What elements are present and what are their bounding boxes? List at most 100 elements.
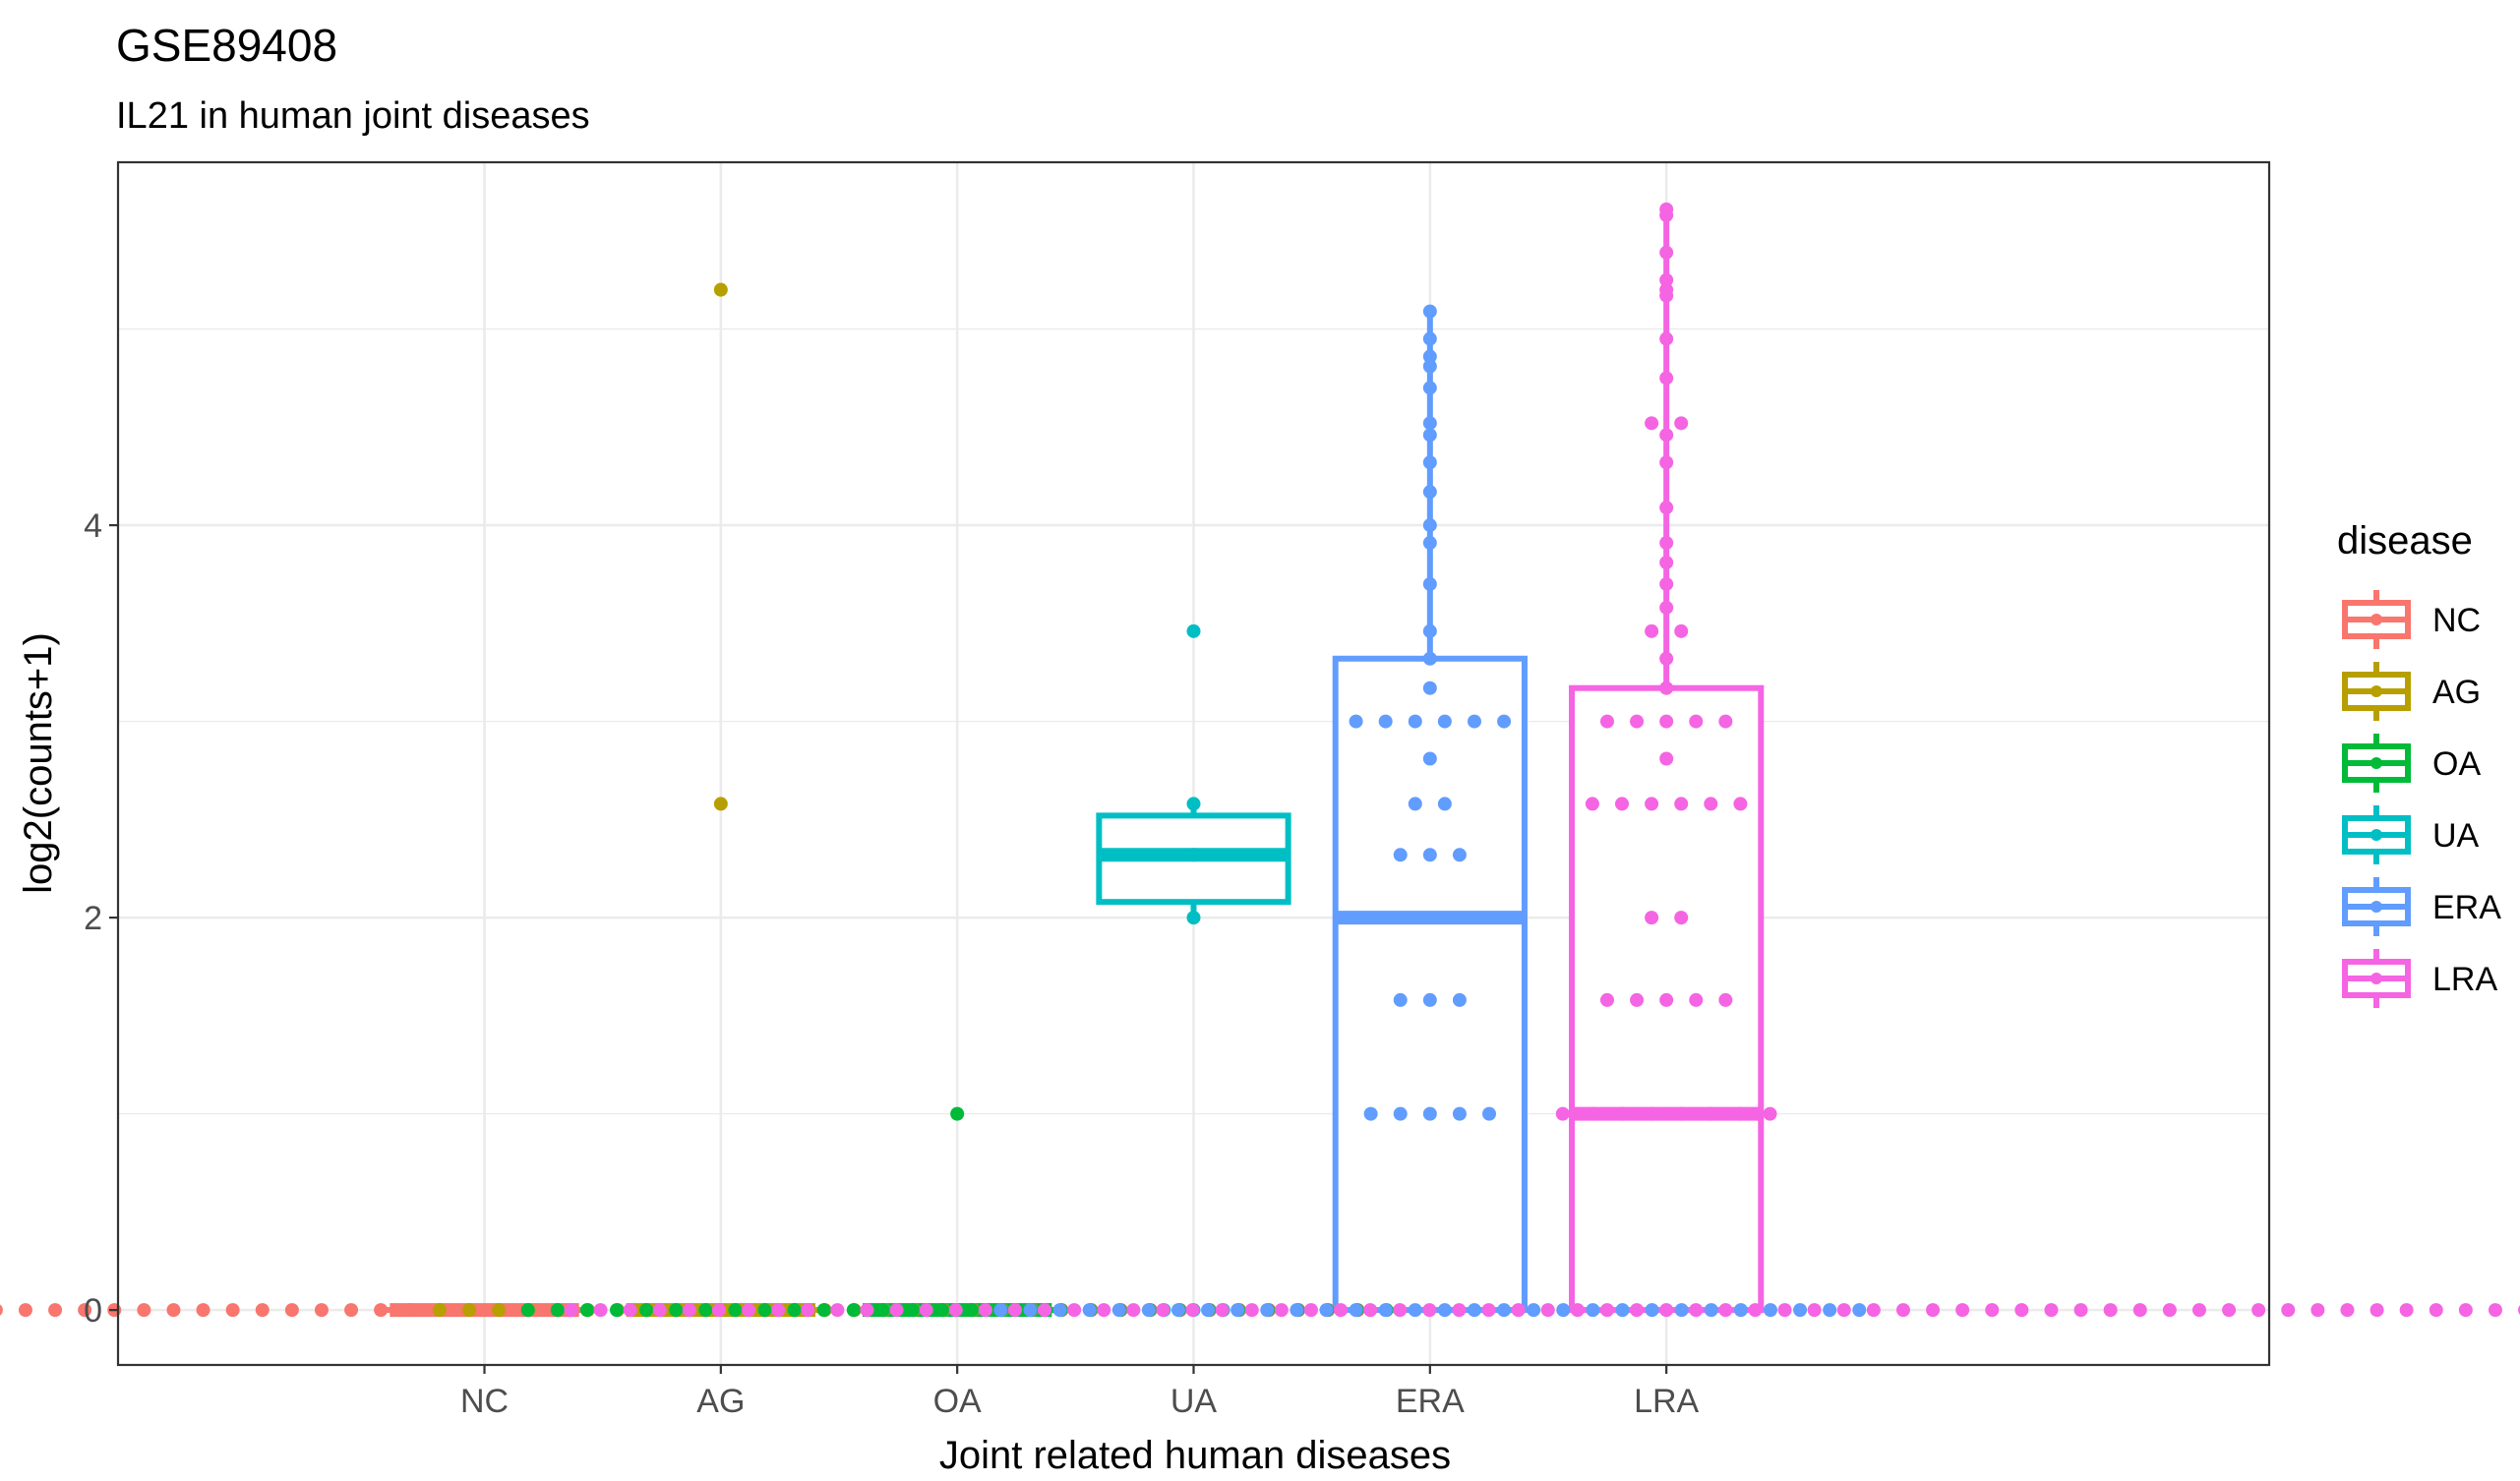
- point-lra: [1674, 416, 1689, 431]
- point-era: [1363, 1106, 1378, 1121]
- point-era: [1408, 1303, 1422, 1318]
- point-era: [1763, 1303, 1777, 1318]
- point-lra: [1763, 1106, 1777, 1121]
- point-lra: [1659, 288, 1674, 303]
- point-lra: [623, 1303, 637, 1318]
- point-lra: [1452, 1303, 1467, 1318]
- point-lra: [2340, 1303, 2355, 1318]
- point-era: [1467, 1303, 1481, 1318]
- point-lra: [860, 1303, 874, 1318]
- point-era: [1527, 1303, 1541, 1318]
- point-lra: [1156, 1303, 1170, 1318]
- point-lra: [1704, 1106, 1718, 1121]
- point-lra: [1630, 714, 1645, 729]
- point-lra: [2103, 1303, 2118, 1318]
- y-axis-title: log2(counts+1): [17, 632, 60, 894]
- point-era: [1023, 1303, 1038, 1318]
- point-lra: [1511, 1303, 1526, 1318]
- point-lra: [1615, 1106, 1630, 1121]
- point-oa: [639, 1303, 654, 1318]
- point-era: [1733, 1303, 1748, 1318]
- point-lra: [1393, 1303, 1408, 1318]
- point-era: [1556, 1303, 1571, 1318]
- point-era: [1393, 848, 1408, 862]
- point-lra: [1674, 797, 1689, 811]
- point-lra: [1836, 1303, 1851, 1318]
- point-era: [1422, 848, 1437, 862]
- point-lra: [1659, 272, 1674, 287]
- point-ag: [713, 282, 728, 297]
- point-era: [1378, 1303, 1393, 1318]
- point-era: [1704, 1303, 1718, 1318]
- point-lra: [1659, 556, 1674, 570]
- point-era: [1422, 304, 1437, 319]
- point-lra: [1599, 1303, 1614, 1318]
- point-ua: [1186, 848, 1201, 862]
- point-lra: [2488, 1303, 2502, 1318]
- point-era: [1230, 1303, 1245, 1318]
- point-nc: [255, 1303, 270, 1318]
- point-era: [1497, 1303, 1512, 1318]
- point-era: [1111, 1303, 1126, 1318]
- legend-label: UA: [2432, 817, 2480, 855]
- point-lra: [1674, 911, 1689, 925]
- point-era: [1422, 623, 1437, 638]
- point-lra: [1645, 623, 1659, 638]
- point-lra: [1659, 600, 1674, 615]
- point-era: [1497, 714, 1512, 729]
- point-nc: [48, 1303, 63, 1318]
- point-lra: [2310, 1303, 2325, 1318]
- point-era: [1422, 349, 1437, 364]
- box-era: [1332, 655, 1528, 1314]
- legend-label: AG: [2432, 674, 2481, 711]
- point-nc: [196, 1303, 210, 1318]
- point-era: [1422, 681, 1437, 695]
- point-era: [1141, 1303, 1156, 1318]
- point-lra: [1718, 714, 1733, 729]
- point-lra: [2251, 1303, 2266, 1318]
- point-era: [1319, 1303, 1334, 1318]
- y-tick-label: 4: [84, 507, 102, 545]
- point-nc: [225, 1303, 240, 1318]
- point-lra: [1718, 992, 1733, 1007]
- point-lra: [1659, 207, 1674, 222]
- point-lra: [1215, 1303, 1230, 1318]
- point-lra: [1630, 1303, 1645, 1318]
- point-lra: [2162, 1303, 2177, 1318]
- point-nc: [166, 1303, 181, 1318]
- point-oa: [816, 1303, 831, 1318]
- point-era: [1422, 359, 1437, 374]
- point-lra: [2370, 1303, 2384, 1318]
- y-tick-label: 0: [84, 1292, 102, 1330]
- point-era: [1437, 1303, 1452, 1318]
- point-lra: [1585, 797, 1599, 811]
- point-era: [1349, 1303, 1363, 1318]
- point-lra: [1985, 1303, 2000, 1318]
- x-tick-label: NC: [460, 1383, 509, 1420]
- y-tick-label: 2: [84, 900, 102, 937]
- point-era: [1422, 485, 1437, 500]
- point-lra: [801, 1303, 815, 1318]
- point-lra: [1599, 992, 1614, 1007]
- legend-key-ag: AG: [2342, 662, 2481, 721]
- x-tick-label: AG: [696, 1383, 745, 1420]
- point-lra: [1674, 1106, 1689, 1121]
- point-lra: [978, 1303, 992, 1318]
- point-lra: [1645, 416, 1659, 431]
- point-era: [1082, 1303, 1097, 1318]
- point-lra: [1807, 1303, 1822, 1318]
- legend-key-dot: [2370, 685, 2382, 697]
- point-lra: [1777, 1303, 1792, 1318]
- point-lra: [711, 1303, 726, 1318]
- point-nc: [0, 1304, 3, 1316]
- legend-key-dot: [2370, 757, 2382, 769]
- point-era: [1437, 797, 1452, 811]
- point-lra: [1126, 1303, 1141, 1318]
- x-tick-label: OA: [933, 1383, 982, 1420]
- point-nc: [314, 1303, 329, 1318]
- point-lra: [1659, 714, 1674, 729]
- point-era: [1408, 714, 1422, 729]
- point-era: [1422, 576, 1437, 591]
- point-oa: [520, 1303, 535, 1318]
